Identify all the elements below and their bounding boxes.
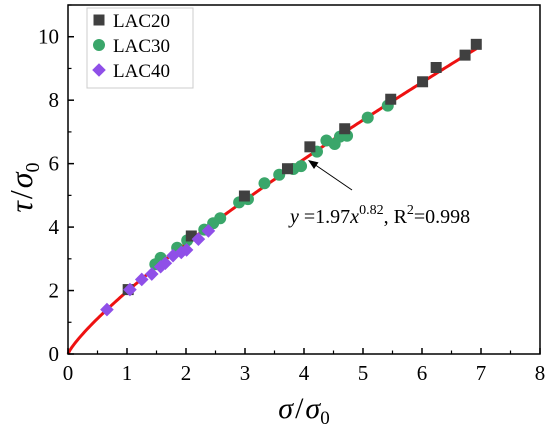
lac20-point — [185, 230, 197, 242]
fit-label-coef: =1.97 — [299, 206, 350, 228]
lac40-point — [201, 224, 216, 238]
annotation-arrowhead — [308, 160, 319, 169]
lac30-point — [214, 212, 227, 225]
x-axis-title: σ/σ0 — [278, 392, 329, 429]
y-axis-title-sub: 0 — [22, 162, 44, 172]
y-tick-label: 0 — [49, 342, 60, 366]
lac20-point — [339, 123, 351, 135]
x-tick-label: 0 — [63, 361, 74, 385]
y-tick-label: 8 — [49, 88, 60, 112]
lac30-point — [361, 111, 374, 124]
x-tick-label: 2 — [181, 361, 192, 385]
lac20-point — [430, 62, 442, 74]
y-tick-label: 6 — [49, 152, 60, 176]
lac30-point — [258, 177, 271, 190]
y-axis-title-sep: / — [3, 190, 39, 199]
x-tick-label: 7 — [476, 361, 487, 385]
data-points — [100, 38, 482, 317]
lac20-point — [238, 190, 250, 202]
fit-label-r-exp: 2 — [407, 203, 414, 218]
legend-label-lac20: LAC20 — [113, 11, 170, 32]
x-axis-title-base: σ — [305, 392, 321, 425]
lac20-point — [304, 141, 316, 153]
y-tick-label: 4 — [49, 215, 60, 239]
y-tick-label: 10 — [38, 25, 59, 49]
lac40-point — [166, 248, 180, 263]
x-axis-title-main: σ — [278, 392, 294, 425]
fit-curve — [66, 47, 478, 355]
y-axis-title: τ/ σ0 — [3, 162, 44, 212]
lac40-point — [134, 272, 149, 287]
x-tick-label: 6 — [417, 361, 428, 385]
fit-label-r: , R — [384, 206, 408, 228]
legend-marker-lac40 — [92, 63, 106, 77]
lac20-point — [470, 38, 482, 50]
y-tick-label: 2 — [49, 279, 60, 303]
fit-annotation: y =1.97x0.82, R2=0.998 — [288, 160, 470, 228]
lac40-point — [144, 267, 159, 281]
lac40-point — [179, 243, 194, 257]
lac20-point — [385, 93, 397, 105]
lac20-point — [281, 163, 293, 175]
x-tick-label: 8 — [535, 361, 546, 385]
x-axis-title-sep: / — [295, 392, 304, 425]
legend: LAC20 LAC30 LAC40 — [86, 7, 194, 89]
legend-marker-lac20 — [93, 14, 105, 26]
lac20-point — [417, 76, 429, 88]
x-tick-label: 4 — [299, 361, 310, 385]
x-tick-label: 5 — [358, 361, 369, 385]
lac40-point — [123, 282, 137, 297]
lac40-point — [191, 232, 206, 246]
lac30-point — [295, 160, 308, 173]
legend-box — [86, 7, 194, 89]
lac20-point — [459, 49, 471, 61]
fit-label-exponent: 0.82 — [359, 203, 384, 218]
y-axis-title-main: τ — [3, 200, 39, 213]
x-tick-label: 3 — [240, 361, 251, 385]
legend-label-lac30: LAC30 — [113, 36, 170, 57]
annotation-arrow — [313, 163, 353, 191]
legend-marker-lac30 — [93, 39, 105, 51]
y-axis-title-base: σ — [3, 171, 39, 188]
x-tick-label: 1 — [122, 361, 133, 385]
fit-label-r-value: =0.998 — [414, 206, 470, 228]
lac40-point — [158, 256, 173, 271]
fit-label-y: y — [288, 206, 299, 228]
fit-curve-group — [66, 47, 478, 355]
lac40-point — [100, 302, 114, 317]
fit-label-x: x — [349, 206, 359, 228]
legend-label-lac40: LAC40 — [113, 61, 170, 82]
x-axis-title-sub: 0 — [320, 408, 330, 429]
fit-equation-label: y =1.97x0.82, R2=0.998 — [288, 203, 470, 228]
